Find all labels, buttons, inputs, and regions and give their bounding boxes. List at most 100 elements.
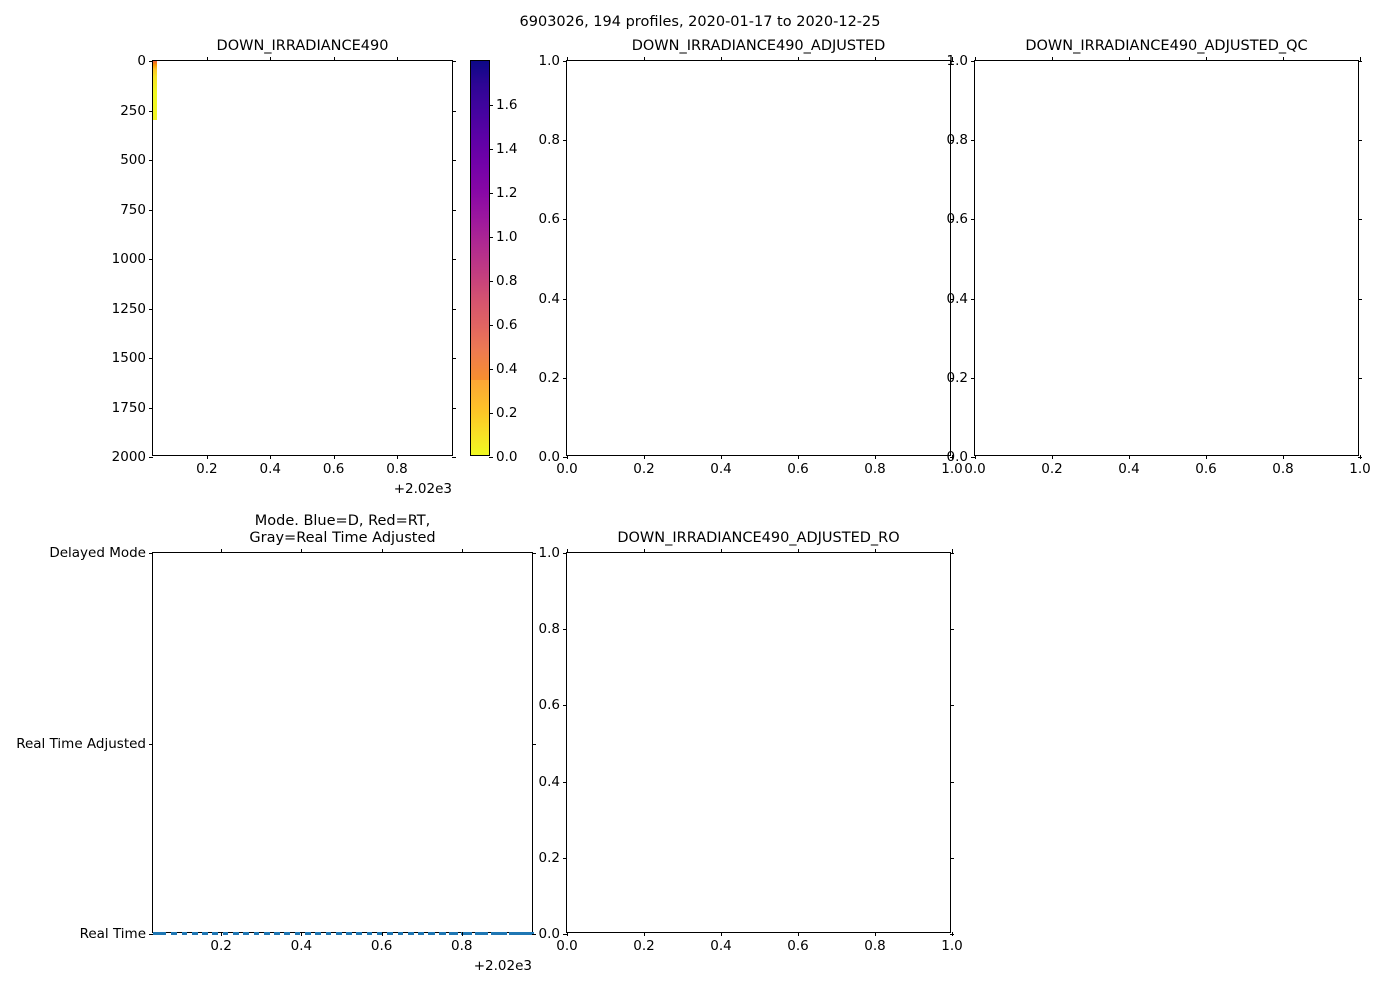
mode-data-marker <box>377 932 383 935</box>
y-tick-label: 750 <box>120 201 146 218</box>
x-tick-label: 0.0 <box>556 461 578 477</box>
mode-data-marker <box>490 932 508 935</box>
x-tick-label: 0.8 <box>386 461 408 477</box>
colorbar-tick-label: 1.4 <box>496 141 518 157</box>
x-tick <box>206 455 208 459</box>
colorbar-tick <box>489 457 493 459</box>
y-tick-label: 0.0 <box>538 449 560 465</box>
y-tick-right <box>1358 140 1362 142</box>
y-tick-label: 250 <box>120 102 146 119</box>
mode-data-marker <box>305 932 311 935</box>
y-tick-label: 2000 <box>111 449 146 465</box>
axes-down-irradiance490: DOWN_IRRADIANCE490 0.2 0.4 0.6 0.8 +2.02e3 0 2… <box>112 38 456 497</box>
mode-data-marker <box>243 932 249 935</box>
mode-data-marker <box>418 932 424 935</box>
x-tick-label: 0.2 <box>1041 461 1063 477</box>
axes-title-down-irradiance490: DOWN_IRRADIANCE490 <box>216 38 389 55</box>
x-tick-top <box>1206 57 1208 61</box>
x-tick <box>221 932 223 936</box>
x-tick <box>975 455 977 459</box>
x-tick-label: 0.6 <box>787 938 809 954</box>
x-tick-top <box>875 57 877 61</box>
x-tick-top <box>1129 57 1131 61</box>
mode-data-marker <box>263 932 270 935</box>
x-tick-label: 0.6 <box>322 461 345 477</box>
mode-data-marker <box>509 932 534 935</box>
y-tick-right <box>452 457 456 459</box>
y-tick <box>563 629 567 631</box>
mode-data-marker <box>153 932 167 935</box>
x-tick-label: 1.0 <box>941 938 963 954</box>
x-tick-top <box>206 57 208 61</box>
y-tick-label: 0.0 <box>538 926 560 942</box>
y-tick-right <box>950 705 954 707</box>
colorbar-tick-label: 1.2 <box>496 185 518 201</box>
colorbar-tick-label: 1.0 <box>496 229 518 245</box>
x-tick-label: 0.2 <box>633 938 655 954</box>
x-tick <box>644 932 646 936</box>
y-tick <box>563 61 567 63</box>
y-tick-label: 1.0 <box>946 53 968 69</box>
y-tick-right <box>532 934 536 936</box>
y-tick-label: 0 <box>137 53 146 69</box>
x-tick-label: 0.4 <box>1118 461 1140 477</box>
x-tick-label: 0.4 <box>710 461 732 477</box>
x-tick-top <box>333 57 335 61</box>
irradiance-data-strip <box>153 61 157 121</box>
mode-data-marker <box>346 932 352 935</box>
x-axis-offset-label: +2.02e3 <box>393 481 452 497</box>
y-tick-right <box>950 140 954 142</box>
x-tick <box>1129 455 1131 459</box>
colorbar-tick-label: 0.4 <box>496 361 518 377</box>
mode-data-marker <box>366 932 373 935</box>
axes-title-mode-line2: Gray=Real Time Adjusted <box>249 530 436 547</box>
mode-data-marker <box>428 932 435 935</box>
y-tick-right <box>452 259 456 261</box>
x-tick <box>333 455 335 459</box>
mode-data-marker <box>284 932 291 935</box>
x-tick <box>875 932 877 936</box>
x-tick-top <box>975 57 977 61</box>
axes-down-irradiance490-adjusted: DOWN_IRRADIANCE490_ADJUSTED 0.0 0.2 0.4 0.6… <box>539 38 963 477</box>
y-tick-label: Delayed Mode <box>49 545 146 561</box>
y-tick <box>149 308 153 310</box>
y-tick <box>563 219 567 221</box>
x-tick <box>270 455 272 459</box>
colorbar-tick <box>489 281 493 283</box>
y-tick-right <box>452 209 456 211</box>
x-tick <box>644 455 646 459</box>
y-tick <box>149 553 153 555</box>
x-tick <box>567 932 569 936</box>
colorbar-tick <box>489 237 493 239</box>
x-tick-top <box>567 549 569 553</box>
y-tick <box>563 457 567 459</box>
y-tick-label: 0.8 <box>538 132 560 149</box>
x-tick <box>381 932 383 936</box>
y-tick-label: 0.4 <box>946 290 968 307</box>
x-axis-offset-label: +2.02e3 <box>473 958 532 974</box>
x-tick <box>721 932 723 936</box>
x-tick-top <box>952 549 954 553</box>
colorbar-tick <box>489 325 493 327</box>
mode-data-marker <box>181 932 188 935</box>
y-tick <box>563 377 567 379</box>
mode-series-line <box>153 932 534 935</box>
x-tick-top <box>567 57 569 61</box>
axes-mode: Mode. Blue=D, Red=RT, Gray=Real Time Adj… <box>16 513 536 974</box>
x-tick-label: 0.2 <box>210 938 232 954</box>
y-tick-right <box>1358 377 1362 379</box>
x-tick-top <box>1052 57 1054 61</box>
y-tick-label: 0.2 <box>946 369 968 386</box>
x-tick <box>1283 455 1285 459</box>
y-tick-right <box>950 377 954 379</box>
x-tick-label: 0.4 <box>710 938 732 954</box>
x-tick-top <box>875 549 877 553</box>
axes-title-down-irradiance490-adjusted-qc: DOWN_IRRADIANCE490_ADJUSTED_QC <box>1025 38 1308 55</box>
mode-data-marker <box>202 932 208 935</box>
x-tick-label: 1.0 <box>1349 461 1371 477</box>
x-tick-label: 0.6 <box>787 461 809 477</box>
y-tick <box>149 407 153 409</box>
y-tick-right <box>950 219 954 221</box>
y-tick-label: 0.2 <box>538 369 560 386</box>
y-tick-right <box>950 61 954 63</box>
